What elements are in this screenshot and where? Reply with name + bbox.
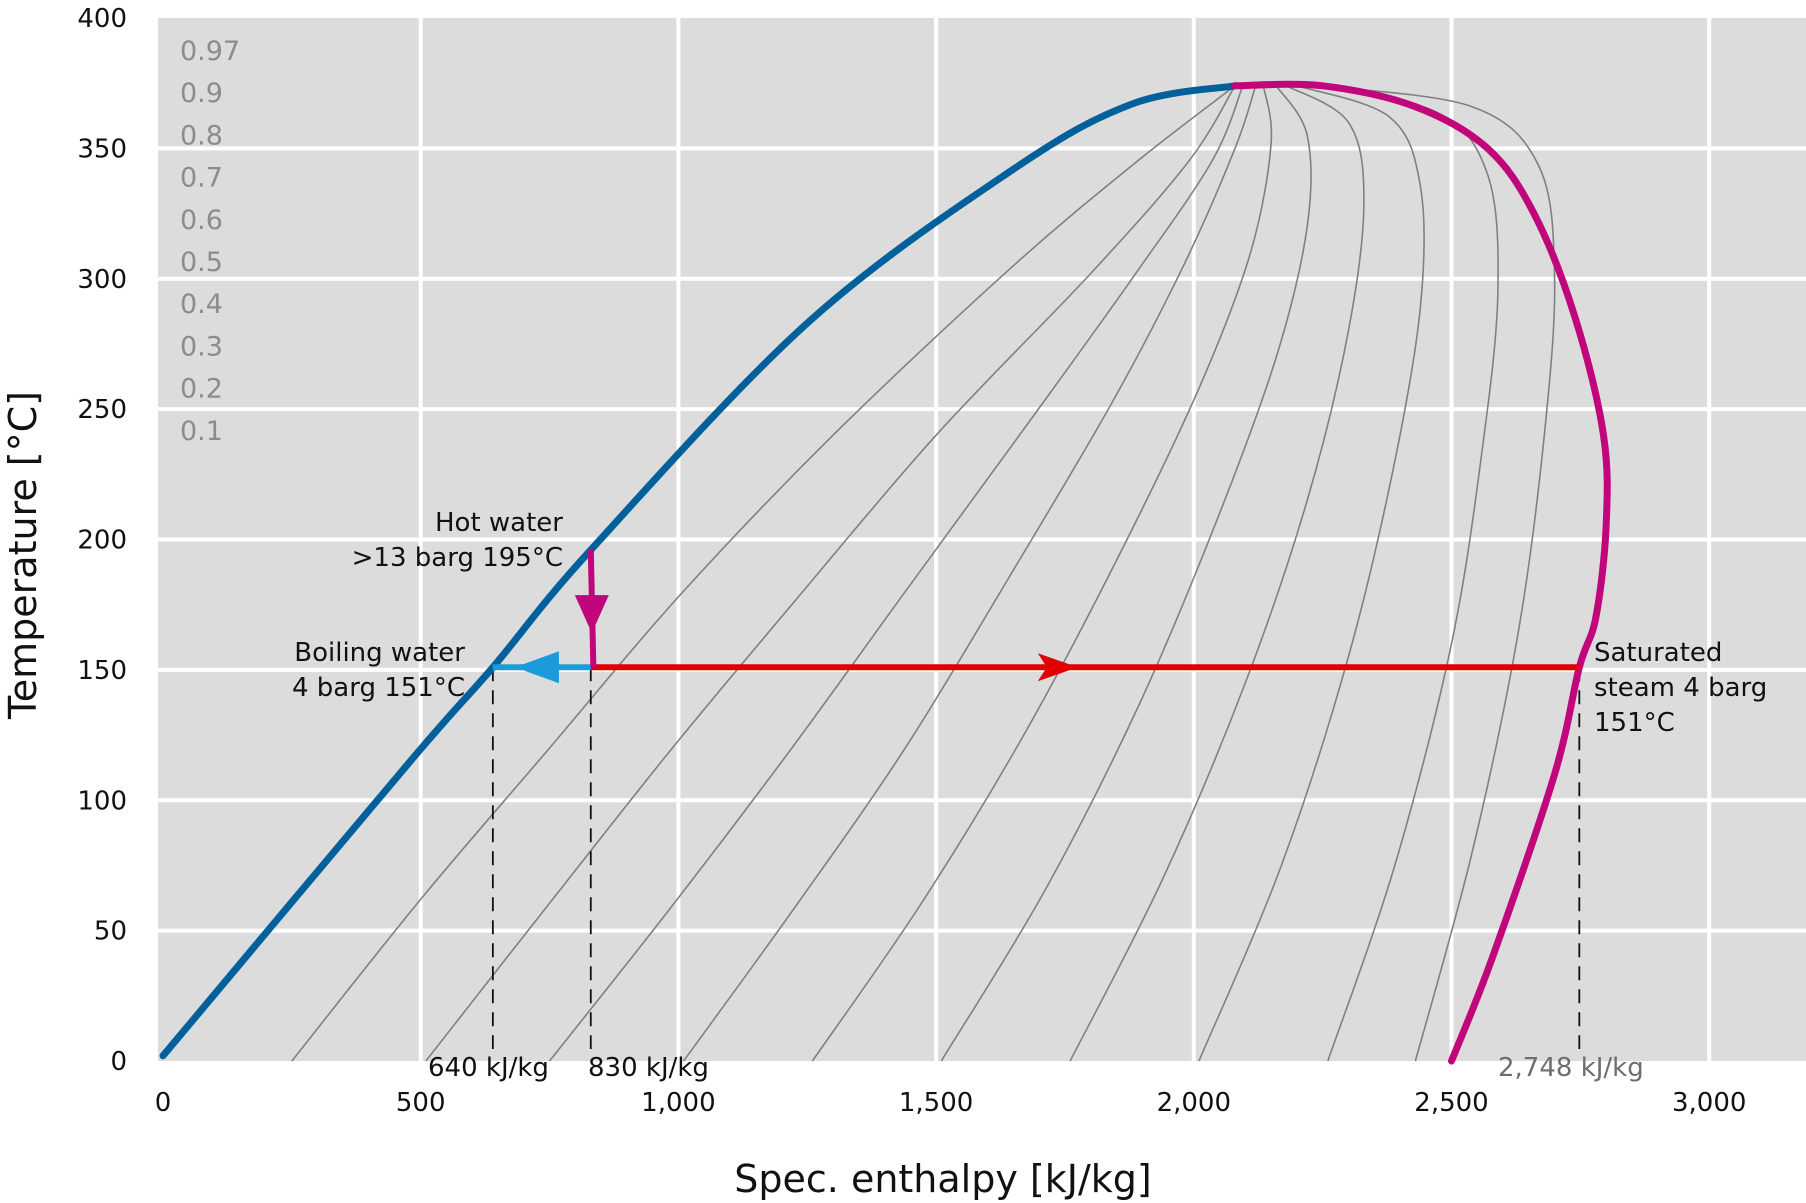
quality-label-0.4: 0.4 (180, 289, 223, 320)
saturated-vapor-line (1231, 80, 1611, 1065)
quality-line-0.2 (425, 85, 1236, 1062)
quality-label-0.3: 0.3 (180, 331, 223, 362)
hot-water-arrow (574, 595, 609, 634)
y-tick-label-1: 50 (94, 917, 127, 947)
quality-line-0.8 (1198, 85, 1425, 1062)
grid (158, 18, 1806, 1061)
quality-labels: 0.97 0.9 0.8 0.7 0.6 0.5 0.4 0.3 0.2 0.1 (180, 36, 240, 447)
reference-label-830: 830 kJ/kg (588, 1053, 709, 1083)
boiling-water-label-line2: 4 barg 151°C (292, 673, 465, 703)
quality-label-0.97: 0.97 (180, 36, 240, 67)
y-axis-title: Temperature [°C] (1, 391, 45, 720)
x-tick-label-2: 1,000 (641, 1088, 715, 1118)
hot-water-label-line2: >13 barg 195°C (352, 543, 563, 573)
x-tick-label-0: 0 (155, 1088, 172, 1118)
y-tick-label-3: 150 (77, 656, 127, 686)
quality-label-0.2: 0.2 (180, 374, 223, 405)
quality-label-0.9: 0.9 (180, 78, 223, 109)
y-tick-label-2: 100 (77, 786, 127, 816)
hot-water-label-line1: Hot water (435, 508, 563, 538)
quality-line-0.6 (940, 85, 1312, 1062)
x-tick-label-3: 1,500 (899, 1088, 973, 1118)
reference-label-640: 640 kJ/kg (428, 1053, 549, 1083)
boiling-water-label-line1: Boiling water (294, 638, 465, 668)
reference-dashed-lines (491, 667, 1581, 1049)
quality-line-0.3 (548, 85, 1244, 1062)
y-tick-label-6: 300 (77, 265, 127, 295)
quality-line-0.5 (811, 85, 1273, 1062)
saturation-lines (159, 80, 1611, 1065)
flash-arrow (1037, 653, 1078, 682)
quality-lines (291, 85, 1556, 1062)
quality-label-0.8: 0.8 (180, 120, 223, 151)
x-tick-label-1: 500 (396, 1088, 446, 1118)
saturated-steam-label-line3: 151°C (1594, 708, 1675, 738)
process-lines (492, 549, 1580, 684)
y-tick-label-0: 0 (110, 1047, 127, 1077)
saturated-liquid-line (159, 82, 1239, 1060)
quality-label-0.1: 0.1 (180, 416, 223, 447)
x-tick-label-4: 2,000 (1157, 1088, 1231, 1118)
boiling-water-arrow (514, 651, 559, 684)
saturated-steam-label-line2: steam 4 barg (1594, 673, 1767, 703)
y-tick-label-7: 350 (77, 134, 127, 164)
quality-line-0.97 (1317, 85, 1556, 1062)
x-tick-label-5: 2,500 (1414, 1088, 1488, 1118)
saturated-steam-label-line1: Saturated (1594, 638, 1722, 668)
x-axis-title: Spec. enthalpy [kJ/kg] (734, 1157, 1151, 1201)
y-tick-label-5: 250 (77, 395, 127, 425)
quality-label-0.7: 0.7 (180, 163, 223, 194)
y-tick-labels: 0 50 100 150 200 250 300 350 400 (77, 4, 127, 1077)
quality-line-0.1 (291, 85, 1236, 1062)
quality-label-0.6: 0.6 (180, 205, 223, 236)
y-tick-label-4: 200 (77, 526, 127, 556)
x-tick-label-6: 3,000 (1672, 1088, 1746, 1118)
quality-line-0.7 (1069, 85, 1365, 1062)
y-tick-label-8: 400 (77, 4, 127, 34)
quality-label-0.5: 0.5 (180, 247, 223, 278)
x-tick-labels: 0 500 1,000 1,500 2,000 2,500 3,000 (155, 1088, 1747, 1118)
reference-label-2748: 2,748 kJ/kg (1498, 1053, 1644, 1083)
quality-line-0.4 (682, 85, 1257, 1062)
